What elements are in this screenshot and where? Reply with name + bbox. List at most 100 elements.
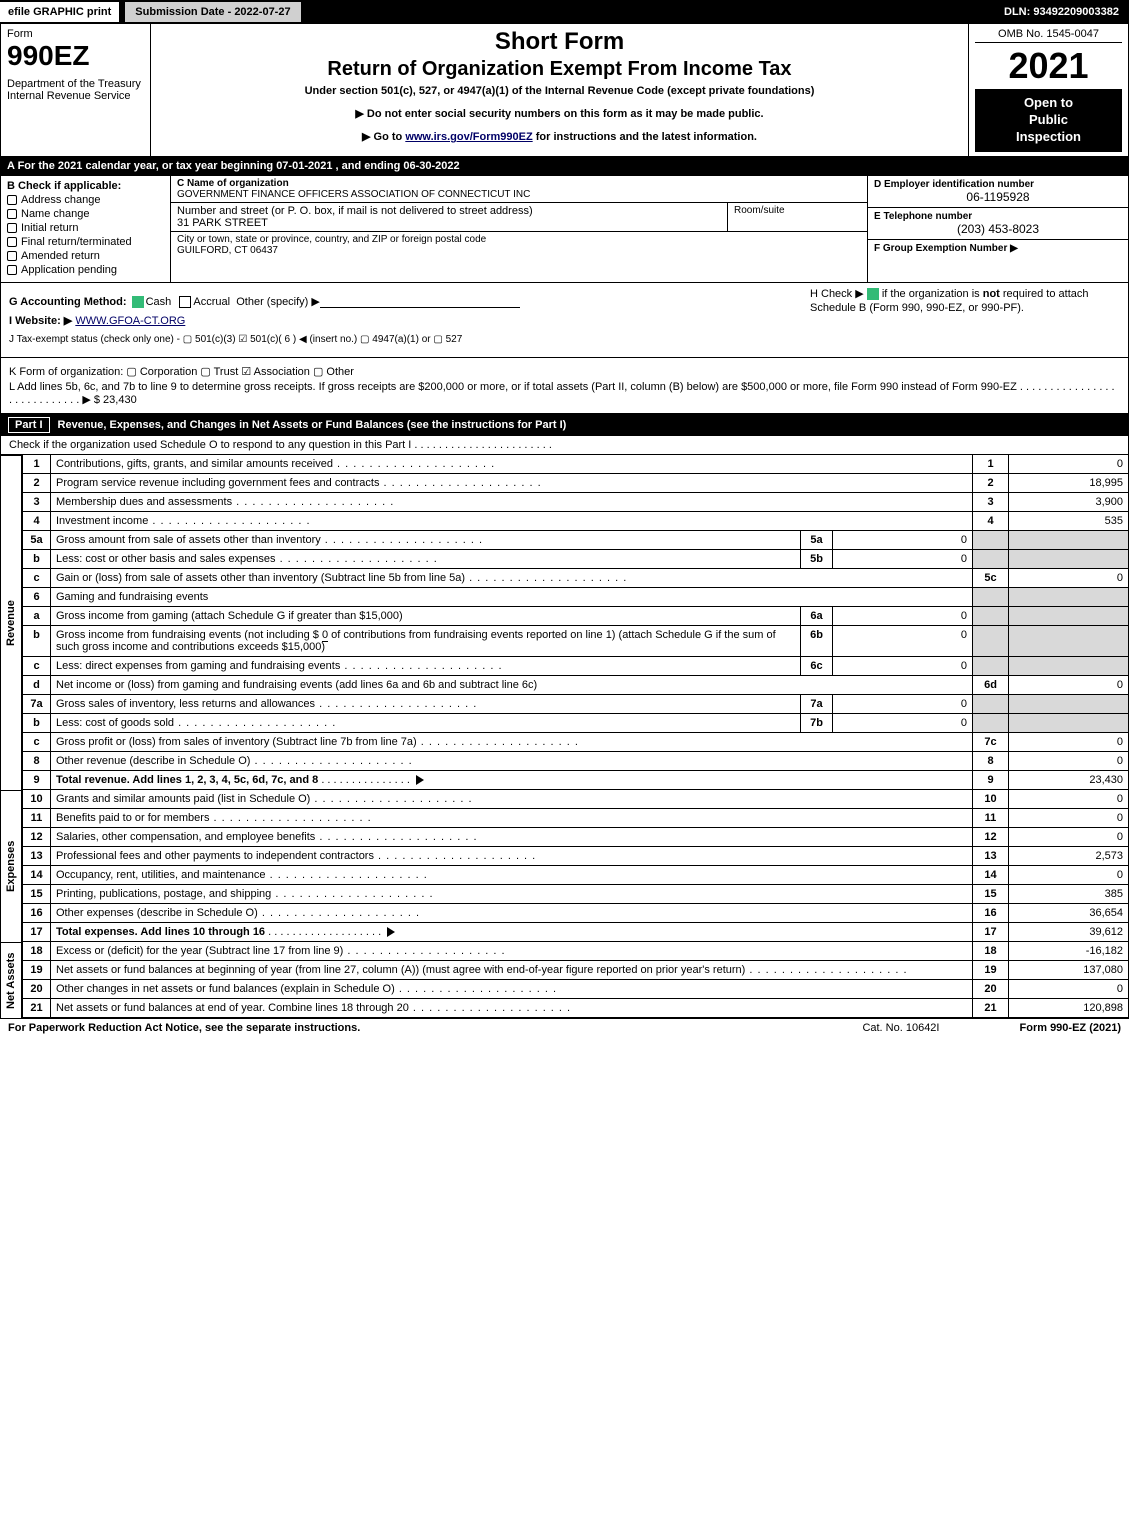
b-initial-return[interactable]: Initial return bbox=[7, 222, 164, 234]
instruction-1: ▶ Do not enter social security numbers o… bbox=[161, 107, 958, 120]
instr2-pre: ▶ Go to bbox=[362, 131, 405, 143]
website-link[interactable]: WWW.GFOA-CT.ORG bbox=[75, 315, 185, 327]
line-13: 13Professional fees and other payments t… bbox=[23, 846, 1129, 865]
submission-date-badge: Submission Date - 2022-07-27 bbox=[123, 0, 302, 24]
c-street-row: Number and street (or P. O. box, if mail… bbox=[171, 202, 867, 231]
inspect-line3: Inspection bbox=[979, 129, 1118, 146]
c-name-label: C Name of organization GOVERNMENT FINANC… bbox=[171, 176, 867, 202]
form-header: Form 990EZ Department of the Treasury In… bbox=[0, 24, 1129, 157]
expenses-table: 10Grants and similar amounts paid (list … bbox=[22, 790, 1129, 942]
b-address-change[interactable]: Address change bbox=[7, 194, 164, 206]
b-application-pending[interactable]: Application pending bbox=[7, 264, 164, 276]
cat-no: Cat. No. 10642I bbox=[862, 1022, 939, 1034]
netassets-table: 18Excess or (deficit) for the year (Subt… bbox=[22, 942, 1129, 1018]
g-accrual-checkbox[interactable] bbox=[179, 296, 191, 308]
section-bcdef: B Check if applicable: Address change Na… bbox=[0, 176, 1129, 283]
g-other: Other (specify) ▶ bbox=[236, 296, 320, 308]
line-19: 19Net assets or fund balances at beginni… bbox=[23, 960, 1129, 979]
c-city-value: GUILFORD, CT 06437 bbox=[177, 245, 278, 256]
dln-label: DLN: 93492209003382 bbox=[994, 2, 1129, 22]
inspect-line2: Public bbox=[979, 112, 1118, 129]
line-6: 6Gaming and fundraising events bbox=[23, 587, 1129, 606]
section-kl: K Form of organization: ▢ Corporation ▢ … bbox=[0, 358, 1129, 414]
arrow-icon bbox=[416, 775, 424, 785]
revenue-table: 1Contributions, gifts, grants, and simil… bbox=[22, 455, 1129, 790]
page-footer: For Paperwork Reduction Act Notice, see … bbox=[0, 1018, 1129, 1037]
b-header: B Check if applicable: bbox=[7, 180, 164, 192]
g-cash-checkbox-icon[interactable] bbox=[132, 296, 144, 308]
form-title: Return of Organization Exempt From Incom… bbox=[161, 58, 958, 81]
line-3: 3Membership dues and assessments33,900 bbox=[23, 492, 1129, 511]
h-not: not bbox=[983, 288, 1000, 300]
section-b: B Check if applicable: Address change Na… bbox=[1, 176, 171, 282]
ein-value: 06-1195928 bbox=[874, 190, 1122, 204]
c-street-value: 31 PARK STREET bbox=[177, 217, 268, 229]
line-11: 11Benefits paid to or for members110 bbox=[23, 808, 1129, 827]
h-text1: H Check ▶ bbox=[810, 288, 864, 300]
b-amended-return[interactable]: Amended return bbox=[7, 250, 164, 262]
e-label: E Telephone number bbox=[874, 211, 1122, 222]
line-1: 1Contributions, gifts, grants, and simil… bbox=[23, 455, 1129, 474]
expenses-side-label: Expenses bbox=[0, 790, 22, 942]
section-l: L Add lines 5b, 6c, and 7b to line 9 to … bbox=[9, 381, 1120, 406]
i-label: I Website: ▶ bbox=[9, 315, 72, 327]
line-21: 21Net assets or fund balances at end of … bbox=[23, 998, 1129, 1017]
part1-header: Part I Revenue, Expenses, and Changes in… bbox=[0, 414, 1129, 436]
revenue-side-label: Revenue bbox=[0, 455, 22, 790]
line-20: 20Other changes in net assets or fund ba… bbox=[23, 979, 1129, 998]
g-label: G Accounting Method: bbox=[9, 296, 127, 308]
g-other-input[interactable] bbox=[320, 307, 520, 308]
h-text2: if the organization is bbox=[882, 288, 983, 300]
g-accrual: Accrual bbox=[193, 296, 230, 308]
b-name-change[interactable]: Name change bbox=[7, 208, 164, 220]
section-k: K Form of organization: ▢ Corporation ▢ … bbox=[9, 365, 1120, 378]
line-2: 2Program service revenue including gover… bbox=[23, 473, 1129, 492]
efile-graphic-print[interactable]: efile GRAPHIC print bbox=[0, 2, 119, 22]
tax-year: 2021 bbox=[975, 45, 1122, 87]
header-left: Form 990EZ Department of the Treasury In… bbox=[1, 24, 151, 156]
line-8: 8Other revenue (describe in Schedule O)8… bbox=[23, 751, 1129, 770]
j-text: J Tax-exempt status (check only one) - ▢… bbox=[9, 334, 462, 345]
section-e: E Telephone number (203) 453-8023 bbox=[868, 207, 1128, 239]
org-name: GOVERNMENT FINANCE OFFICERS ASSOCIATION … bbox=[177, 189, 530, 200]
row-a-tax-year: A For the 2021 calendar year, or tax yea… bbox=[0, 157, 1129, 176]
section-h: H Check ▶ if the organization is not req… bbox=[810, 287, 1120, 316]
form-footer-label: Form 990-EZ (2021) bbox=[1020, 1022, 1122, 1034]
line-6d: dNet income or (loss) from gaming and fu… bbox=[23, 675, 1129, 694]
section-i: I Website: ▶ WWW.GFOA-CT.ORG bbox=[9, 314, 1120, 327]
b-final-return[interactable]: Final return/terminated bbox=[7, 236, 164, 248]
open-to-public-box: Open to Public Inspection bbox=[975, 89, 1122, 152]
instruction-2: ▶ Go to www.irs.gov/Form990EZ for instru… bbox=[161, 130, 958, 143]
part1-check-line: Check if the organization used Schedule … bbox=[0, 436, 1129, 455]
h-checkbox-icon[interactable] bbox=[867, 288, 879, 300]
line-7b: bLess: cost of goods sold7b0 bbox=[23, 713, 1129, 732]
department-label: Department of the Treasury Internal Reve… bbox=[7, 78, 144, 102]
line-5a: 5aGross amount from sale of assets other… bbox=[23, 530, 1129, 549]
line-5b: bLess: cost or other basis and sales exp… bbox=[23, 549, 1129, 568]
revenue-section: Revenue 1Contributions, gifts, grants, a… bbox=[0, 455, 1129, 790]
d-label: D Employer identification number bbox=[874, 179, 1122, 190]
g-cash: Cash bbox=[146, 296, 172, 308]
netassets-section: Net Assets 18Excess or (deficit) for the… bbox=[0, 942, 1129, 1018]
telephone-value: (203) 453-8023 bbox=[874, 222, 1122, 236]
line-6b: bGross income from fundraising events (n… bbox=[23, 625, 1129, 656]
form-label: Form bbox=[7, 28, 144, 40]
paperwork-notice: For Paperwork Reduction Act Notice, see … bbox=[8, 1022, 862, 1034]
line-7c: cGross profit or (loss) from sales of in… bbox=[23, 732, 1129, 751]
section-def: D Employer identification number 06-1195… bbox=[868, 176, 1128, 282]
section-j: J Tax-exempt status (check only one) - ▢… bbox=[9, 333, 1120, 345]
line-18: 18Excess or (deficit) for the year (Subt… bbox=[23, 942, 1129, 961]
top-bar: efile GRAPHIC print Submission Date - 20… bbox=[0, 0, 1129, 24]
section-c: C Name of organization GOVERNMENT FINANC… bbox=[171, 176, 868, 282]
line-5c: cGain or (loss) from sale of assets othe… bbox=[23, 568, 1129, 587]
header-right: OMB No. 1545-0047 2021 Open to Public In… bbox=[968, 24, 1128, 156]
part1-label: Part I bbox=[8, 417, 50, 433]
c-street-label: Number and street (or P. O. box, if mail… bbox=[177, 205, 533, 217]
irs-link[interactable]: www.irs.gov/Form990EZ bbox=[405, 131, 532, 143]
line-9: 9Total revenue. Add lines 1, 2, 3, 4, 5c… bbox=[23, 770, 1129, 789]
arrow-icon bbox=[387, 927, 395, 937]
line-6a: aGross income from gaming (attach Schedu… bbox=[23, 606, 1129, 625]
line-12: 12Salaries, other compensation, and empl… bbox=[23, 827, 1129, 846]
omb-number: OMB No. 1545-0047 bbox=[975, 28, 1122, 43]
section-f: F Group Exemption Number ▶ bbox=[868, 239, 1128, 257]
